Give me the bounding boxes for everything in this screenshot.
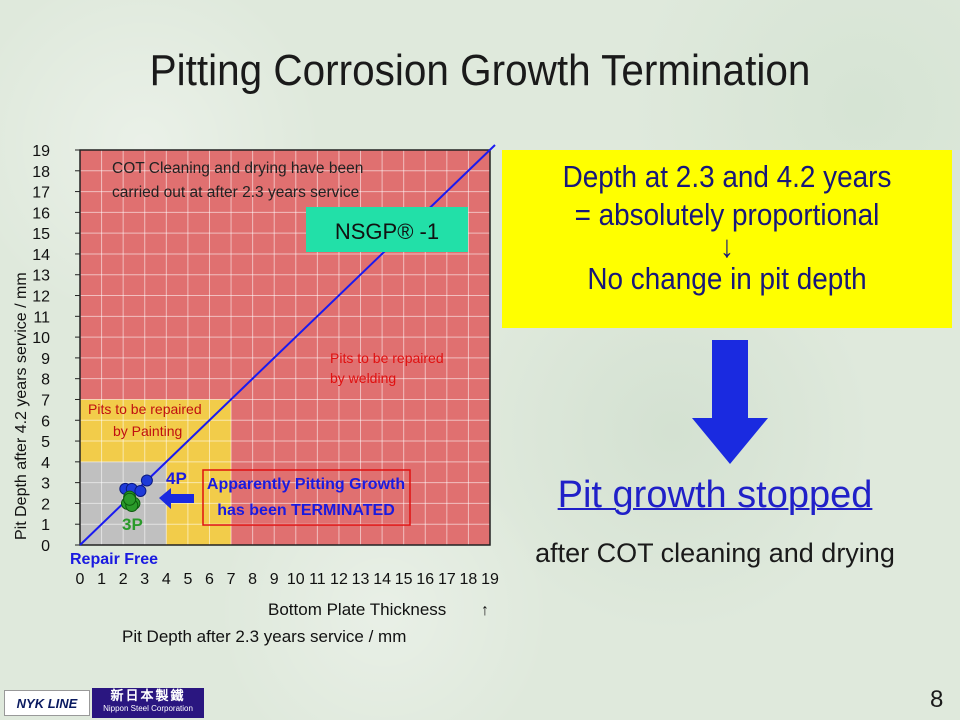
y-tick-label: 17 <box>32 185 50 202</box>
x-axis-label: Pit Depth after 2.3 years service / mm <box>122 627 406 646</box>
terminated-line-1: Apparently Pitting Growth <box>207 476 405 493</box>
x-tick-label: 11 <box>309 571 326 588</box>
y-tick-label: 12 <box>32 289 50 306</box>
y-tick-label: 14 <box>32 247 50 264</box>
conclusion-box: Depth at 2.3 and 4.2 years = absolutely … <box>502 150 952 328</box>
left-arrow-icon <box>159 488 194 509</box>
conclusion-line-2: = absolutely proportional <box>574 197 880 232</box>
plot-frame <box>79 149 491 546</box>
nyk-logo-text: NYK LINE <box>16 695 78 711</box>
conclusion-arrow: ↓ <box>720 229 734 264</box>
y-tick-label: 3 <box>41 476 50 493</box>
nippon-steel-logo-kanji: 新日本製鐵 <box>110 688 186 703</box>
weld-region-label-1: Pits to be repaired <box>330 350 444 366</box>
y-tick-label: 19 <box>32 143 50 160</box>
y-tick-label: 2 <box>41 496 50 513</box>
y-tick-label: 4 <box>41 455 50 472</box>
nsgp-label: NSGP® -1 <box>335 219 439 244</box>
data-point <box>140 474 153 487</box>
data-point <box>123 492 137 506</box>
y-tick-label: 18 <box>32 164 50 181</box>
y-tick-label: 15 <box>32 226 50 243</box>
x-tick-label: 19 <box>481 571 499 588</box>
y-tick-label: 16 <box>32 205 50 222</box>
cot-note-line-1: COT Cleaning and drying have been <box>112 160 363 177</box>
x-tick-label: 1 <box>97 571 106 588</box>
cot-note-line-2: carried out at after 2.3 years service <box>112 184 359 201</box>
conclusion-line-1: Depth at 2.3 and 4.2 years <box>562 159 892 194</box>
y-tick-label: 7 <box>41 392 50 409</box>
nippon-steel-logo-english: Nippon Steel Corporation <box>103 704 193 713</box>
x-tick-label: 9 <box>270 571 279 588</box>
paint-region-label-1: Pits to be repaired <box>88 401 202 417</box>
nsgp-label-box <box>306 207 468 252</box>
paint-region-label-2: by Painting <box>113 423 182 439</box>
terminated-line-2: has been TERMINATED <box>217 502 395 519</box>
x-tick-label: 0 <box>76 571 85 588</box>
conclusion-line-3: No change in pit depth <box>587 261 867 296</box>
y-tick-label: 9 <box>41 351 50 368</box>
nippon-steel-logo: 新日本製鐵 Nippon Steel Corporation <box>92 688 204 718</box>
label-4p: 4P <box>166 469 187 488</box>
x-tick-label: 8 <box>248 571 257 588</box>
y-tick-label: 13 <box>32 268 50 285</box>
y-tick-label: 8 <box>41 372 50 389</box>
weld-region-label-2: by welding <box>330 370 396 386</box>
x-axis-label-symbol: ↑ <box>481 602 489 619</box>
x-tick-label: 7 <box>227 571 236 588</box>
y-tick-label: 5 <box>41 434 50 451</box>
y-tick-label: 6 <box>41 413 50 430</box>
y-axis-label: Pit Depth after 4.2 years service / mm <box>13 272 30 540</box>
x-tick-label: 10 <box>287 571 305 588</box>
nyk-logo: NYK LINE <box>4 690 90 716</box>
terminated-box <box>202 469 411 526</box>
x-tick-label: 6 <box>205 571 214 588</box>
x-tick-label: 14 <box>373 571 391 588</box>
y-tick-label: 1 <box>41 517 50 534</box>
x-tick-label: 3 <box>140 571 149 588</box>
y-tick-label: 11 <box>33 309 50 326</box>
x-tick-label: 12 <box>330 571 348 588</box>
x-tick-label: 15 <box>395 571 413 588</box>
down-arrow-icon <box>692 340 768 464</box>
y-tick-label: 0 <box>41 538 50 555</box>
x-tick-label: 2 <box>119 571 128 588</box>
page-number: 8 <box>930 686 944 713</box>
x-tick-label: 13 <box>352 571 370 588</box>
data-point <box>134 484 147 497</box>
repair-free-label: Repair Free <box>70 551 158 568</box>
x-tick-label: 4 <box>162 571 171 588</box>
page-title: Pitting Corrosion Growth Termination <box>149 46 811 95</box>
y-axis-label-wrap: Pit Depth after 4.2 years service / mm <box>2 140 38 550</box>
x-tick-label: 5 <box>183 571 192 588</box>
after-cot-text: after COT cleaning and drying <box>535 538 895 568</box>
label-3p: 3P <box>122 515 143 534</box>
x-tick-label: 18 <box>460 571 478 588</box>
x-axis-label-thickness: Bottom Plate Thickness <box>268 600 446 619</box>
y-tick-label: 10 <box>32 330 50 347</box>
pit-growth-stopped-link[interactable]: Pit growth stopped <box>557 474 873 516</box>
x-tick-label: 17 <box>438 571 456 588</box>
x-tick-label: 16 <box>416 571 434 588</box>
